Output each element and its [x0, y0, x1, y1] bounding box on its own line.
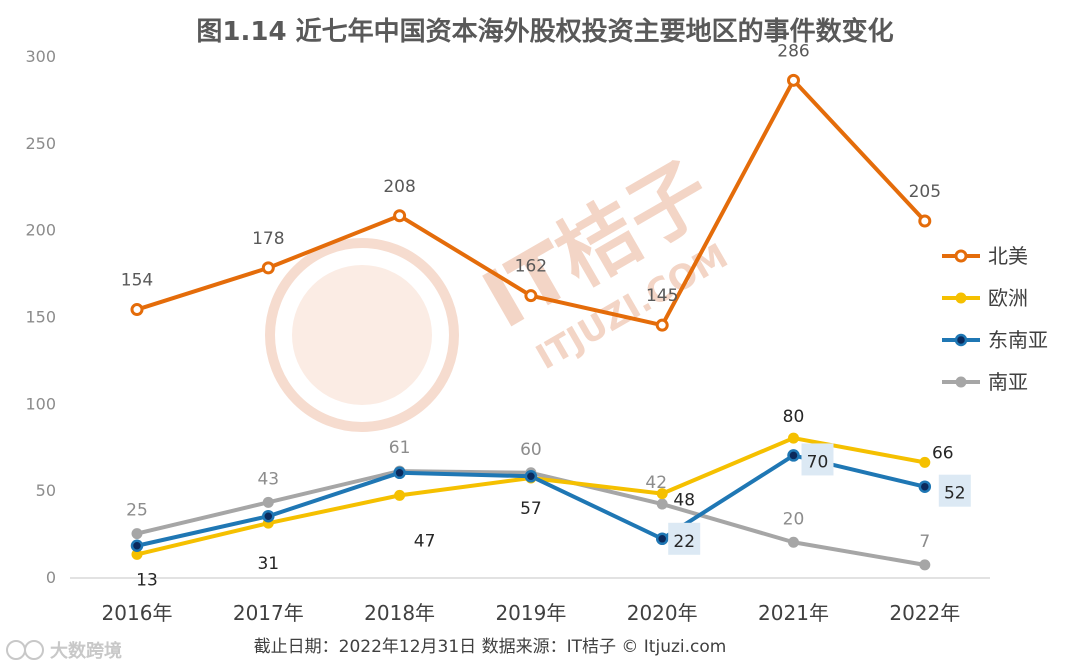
data-point	[393, 466, 406, 480]
data-label: 66	[932, 443, 954, 463]
data-label-box	[801, 443, 834, 476]
data-point	[655, 532, 669, 546]
data-label: 154	[121, 271, 153, 291]
data-point	[261, 261, 275, 275]
legend-label: 欧洲	[988, 286, 1028, 310]
data-label: 7	[919, 532, 930, 552]
data-point	[656, 488, 668, 500]
data-label: 43	[257, 469, 279, 489]
y-tick-label: 50	[36, 481, 56, 500]
y-tick-label: 150	[25, 308, 56, 327]
legend-marker	[955, 292, 967, 304]
data-point	[788, 536, 799, 548]
x-tick-label: 2021年	[758, 601, 829, 625]
watermark-orange-icon	[265, 238, 459, 432]
data-label: 52	[944, 484, 966, 504]
data-label: 48	[673, 491, 695, 511]
data-label-box	[938, 474, 971, 507]
y-tick-label: 200	[25, 221, 56, 240]
x-tick-label: 2016年	[102, 601, 173, 625]
y-axis: 0 50 100 150 200 250 300	[25, 47, 56, 587]
data-label: 60	[520, 440, 542, 460]
data-label: 25	[126, 501, 148, 521]
data-point	[262, 509, 275, 523]
series-group	[130, 73, 932, 571]
x-tick-label: 2018年	[364, 601, 435, 625]
data-labels: 154 178 208 162 145 286 205 13 31 47 57 48 80 66 22 70 5…	[121, 41, 971, 590]
data-label: 208	[383, 177, 415, 197]
data-label: 162	[515, 257, 547, 277]
data-label: 80	[783, 407, 805, 427]
data-label: 47	[414, 531, 436, 551]
chart-title: 图1.14 近七年中国资本海外股权投资主要地区的事件数变化	[196, 16, 893, 47]
data-label: 31	[257, 554, 279, 574]
footer-source: 截止日期：2022年12月31日 数据来源：IT桔子 © Itjuzi.com	[254, 637, 727, 657]
legend-label: 北美	[988, 244, 1028, 268]
y-tick-label: 250	[25, 134, 56, 153]
watermark-orange-fill	[292, 265, 432, 405]
y-tick-label: 300	[25, 47, 56, 66]
legend-label: 南亚	[988, 370, 1028, 394]
data-point	[787, 73, 800, 87]
x-axis: 2016年 2017年 2018年 2019年 2020年 2021年 2022年	[70, 577, 990, 625]
data-label: 145	[646, 286, 678, 306]
data-point	[393, 209, 407, 223]
data-label: 61	[389, 438, 411, 458]
corner-logo: 大数跨境	[6, 640, 122, 662]
x-tick-label: 2020年	[627, 601, 698, 625]
data-point	[918, 480, 932, 493]
corner-logo-icon	[6, 640, 26, 660]
x-tick-label: 2019年	[495, 601, 566, 625]
corner-logo-icon-2	[24, 640, 44, 660]
data-point	[130, 539, 144, 552]
data-point	[787, 449, 800, 462]
data-label: 70	[807, 452, 829, 472]
data-label: 13	[136, 570, 158, 590]
y-tick-label: 0	[46, 568, 56, 587]
data-point	[788, 432, 799, 444]
legend-label: 东南亚	[988, 328, 1048, 352]
corner-logo-text: 大数跨境	[50, 640, 122, 662]
legend-marker	[954, 249, 968, 263]
x-tick-label: 2022年	[889, 601, 960, 625]
data-label: 20	[783, 509, 805, 529]
data-label: 57	[520, 499, 542, 519]
data-point	[919, 456, 931, 468]
legend-marker	[954, 333, 968, 347]
data-label: 42	[645, 473, 667, 493]
data-point	[262, 496, 274, 508]
data-point	[656, 498, 668, 510]
data-label: 22	[673, 532, 695, 552]
data-point	[131, 528, 143, 540]
data-label: 286	[777, 41, 809, 61]
data-label: 178	[252, 229, 284, 249]
data-point	[918, 214, 932, 228]
data-point	[919, 559, 931, 571]
data-label-box	[668, 522, 701, 555]
data-point	[524, 289, 538, 303]
data-point	[130, 303, 144, 317]
data-point	[524, 470, 538, 483]
data-label: 205	[909, 182, 941, 202]
data-point	[394, 489, 406, 501]
data-point	[655, 318, 669, 332]
legend-marker	[955, 376, 967, 388]
x-tick-label: 2017年	[233, 601, 304, 625]
y-tick-label: 100	[25, 394, 56, 413]
